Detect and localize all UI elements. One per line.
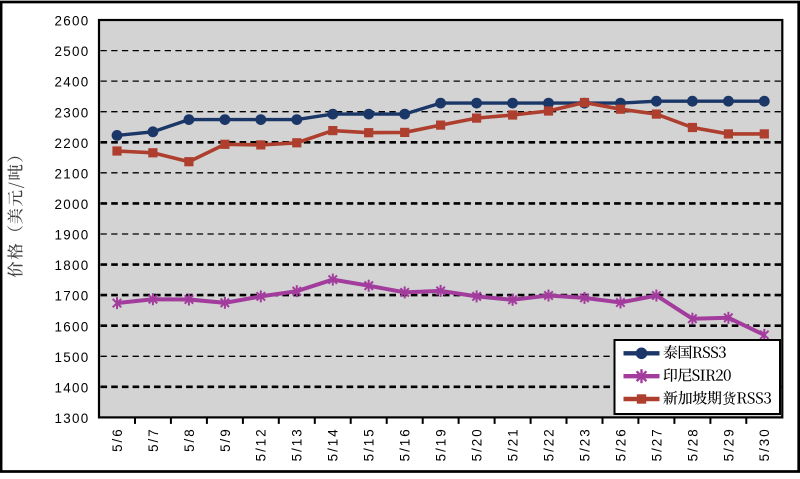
svg-text:5/12: 5/12 xyxy=(254,427,269,461)
svg-text:2500: 2500 xyxy=(55,44,90,59)
svg-text:5/22: 5/22 xyxy=(541,427,556,461)
svg-text:5/8: 5/8 xyxy=(182,427,197,452)
svg-text:5/28: 5/28 xyxy=(685,427,700,461)
svg-text:1600: 1600 xyxy=(55,319,90,334)
svg-text:5/14: 5/14 xyxy=(326,427,341,461)
svg-text:2600: 2600 xyxy=(55,14,90,29)
svg-text:1800: 1800 xyxy=(55,258,90,273)
svg-text:1300: 1300 xyxy=(55,411,90,426)
svg-text:5/13: 5/13 xyxy=(290,427,305,461)
svg-text:5/7: 5/7 xyxy=(146,427,161,452)
svg-text:1400: 1400 xyxy=(55,380,90,395)
svg-text:5/20: 5/20 xyxy=(470,427,485,461)
svg-text:5/16: 5/16 xyxy=(398,427,413,461)
svg-text:5/19: 5/19 xyxy=(434,427,449,461)
svg-text:2300: 2300 xyxy=(55,105,90,120)
svg-text:2200: 2200 xyxy=(55,136,90,151)
svg-text:5/30: 5/30 xyxy=(757,427,772,461)
svg-text:5/21: 5/21 xyxy=(506,427,521,461)
svg-text:1700: 1700 xyxy=(55,289,90,304)
svg-text:1500: 1500 xyxy=(55,350,90,365)
svg-text:5/6: 5/6 xyxy=(110,427,125,452)
svg-text:5/15: 5/15 xyxy=(362,427,377,461)
svg-text:5/29: 5/29 xyxy=(721,427,736,461)
svg-text:5/9: 5/9 xyxy=(218,427,233,452)
svg-text:2400: 2400 xyxy=(55,75,90,90)
svg-text:2000: 2000 xyxy=(55,197,90,212)
svg-text:2100: 2100 xyxy=(55,166,90,181)
svg-text:1900: 1900 xyxy=(55,228,90,243)
svg-text:5/26: 5/26 xyxy=(613,427,628,461)
svg-text:5/23: 5/23 xyxy=(577,427,592,461)
svg-text:5/27: 5/27 xyxy=(649,427,664,461)
